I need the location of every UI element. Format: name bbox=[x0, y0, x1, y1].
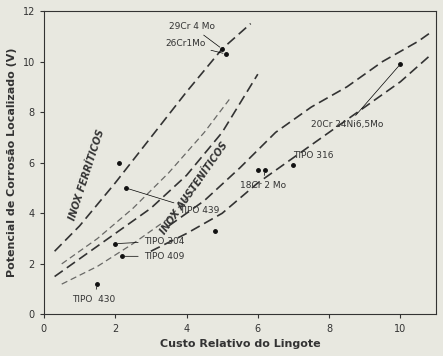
Text: 29Cr 4 Mo: 29Cr 4 Mo bbox=[169, 22, 220, 47]
Text: TIPO 439: TIPO 439 bbox=[128, 189, 220, 215]
Text: 20Cr 24Ni6,5Mo: 20Cr 24Ni6,5Mo bbox=[311, 66, 399, 129]
Text: 18Cr 2 Mo: 18Cr 2 Mo bbox=[240, 173, 286, 190]
Text: TIPO  430: TIPO 430 bbox=[72, 287, 116, 304]
Text: TIPO 409: TIPO 409 bbox=[125, 252, 184, 261]
Text: 26Cr1Mo: 26Cr1Mo bbox=[165, 40, 223, 53]
X-axis label: Custo Relativo do Lingote: Custo Relativo do Lingote bbox=[159, 339, 320, 349]
Text: TIPO 304: TIPO 304 bbox=[118, 237, 184, 246]
Text: INOX AUSTENÍTICOS: INOX AUSTENÍTICOS bbox=[158, 140, 229, 236]
Text: TIPO 316: TIPO 316 bbox=[293, 151, 334, 159]
Text: INOX FERRÍTICOS: INOX FERRÍTICOS bbox=[67, 129, 106, 222]
Y-axis label: Potencial de Corrosão Localizado (V): Potencial de Corrosão Localizado (V) bbox=[7, 48, 17, 277]
